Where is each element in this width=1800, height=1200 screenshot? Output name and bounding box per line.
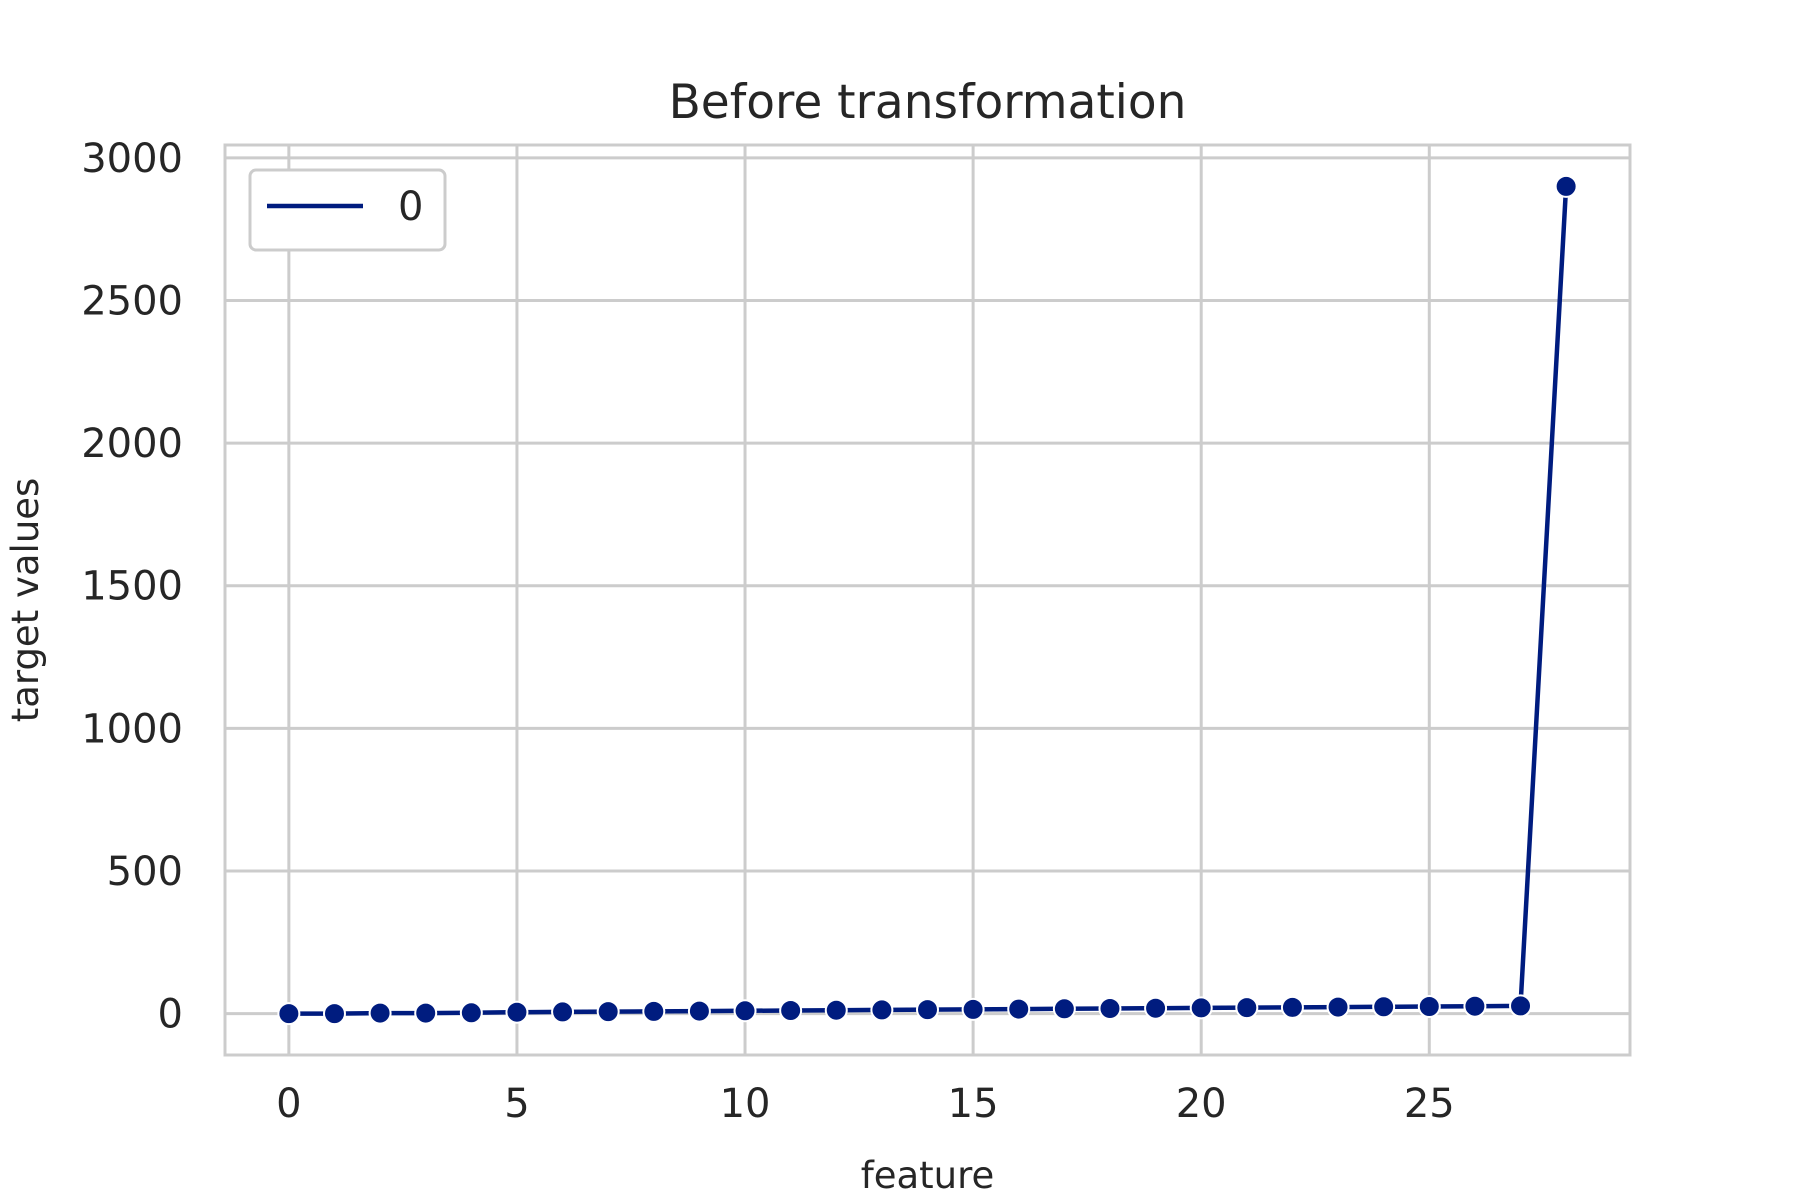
data-point-14 [916,998,939,1022]
data-point-19 [1144,996,1168,1020]
y-axis-label: target values [4,478,47,723]
data-point-24 [1372,995,1396,1019]
data-point-28 [1554,174,1578,198]
data-point-5 [505,1000,529,1024]
x-axis-label: feature [861,1154,995,1197]
data-point-10 [733,999,757,1023]
data-point-15 [961,997,985,1021]
grid-lines [225,145,1630,1055]
chart-title: Before transformation [669,75,1187,130]
data-point-6 [551,1000,575,1024]
legend-box [248,168,447,252]
series-layer [277,174,1578,1026]
x-tick-label-0: 0 [276,1081,301,1127]
data-point-12 [824,998,848,1022]
data-point-13 [870,998,894,1022]
data-point-18 [1098,997,1122,1021]
tick-labels: 0 5 10 15 20 25 0 500 1000 1500 2000 2500 3000 [81,136,1455,1127]
data-point-22 [1280,995,1304,1019]
data-point-11 [779,998,803,1022]
data-point-4 [459,1001,483,1025]
data-point-7 [596,1000,620,1024]
x-tick-label-3: 15 [948,1081,999,1127]
data-point-3 [414,1001,438,1025]
y-tick-label-1: 500 [107,849,183,895]
x-tick-label-5: 25 [1404,1081,1455,1127]
y-tick-label-2: 1000 [81,706,183,752]
y-tick-label-5: 2500 [81,278,183,324]
y-tick-label-0: 0 [158,992,183,1038]
legend-label-0: 0 [398,184,423,230]
data-point-8 [642,999,666,1023]
data-point-23 [1326,995,1350,1019]
data-point-1 [322,1002,346,1026]
x-tick-label-1: 5 [504,1081,529,1127]
data-point-2 [368,1001,392,1025]
plot-frame [223,143,1632,1057]
y-tick-label-4: 2000 [81,421,183,467]
data-point-0 [277,1002,301,1026]
data-point-17 [1052,997,1076,1021]
data-point-27 [1509,994,1533,1018]
data-point-25 [1417,995,1441,1019]
data-point-16 [1007,997,1031,1021]
y-tick-label-6: 3000 [81,136,183,182]
y-tick-label-3: 1500 [81,564,183,610]
data-point-21 [1235,996,1259,1020]
data-point-26 [1463,994,1487,1018]
x-tick-label-2: 10 [720,1081,771,1127]
data-point-9 [687,999,711,1023]
data-point-20 [1189,996,1213,1020]
x-tick-label-4: 20 [1176,1081,1227,1127]
legend: 0 [248,168,447,252]
